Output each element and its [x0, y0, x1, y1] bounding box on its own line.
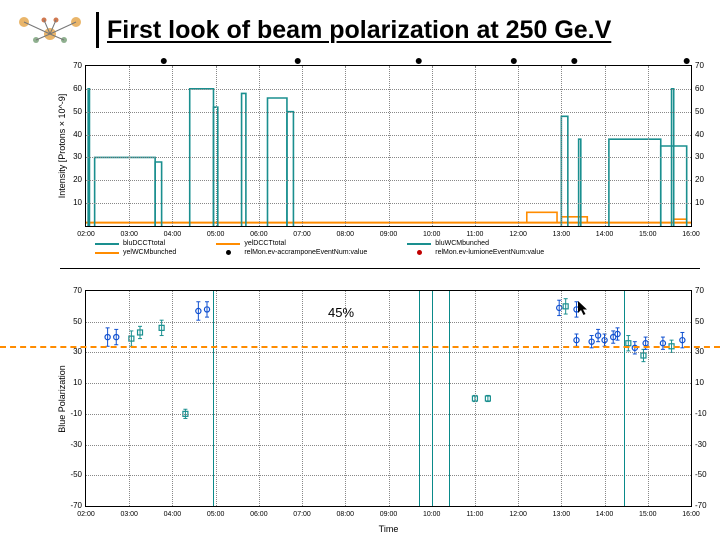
xtick: 11:00	[466, 231, 483, 238]
xtick: 14:00	[596, 231, 614, 238]
intensity-legend: bluDCCTtotal yelWCMbunched yelDCCTtotal rel…	[95, 240, 544, 256]
page-title: First look of beam polarization at 250 G…	[107, 16, 611, 45]
title-row: First look of beam polarization at 250 G…	[10, 8, 710, 52]
legend-item: bluDCCTtotal	[95, 240, 176, 247]
polarization-chart: Blue Polarization Time 02:0003:0004:0005…	[85, 290, 690, 505]
xtick: 15:00	[639, 231, 657, 238]
legend-item: bluWCMbunched	[407, 240, 544, 247]
intensity-plot-area: Intensity [Protons × 10^-9] 02:0003:0004…	[85, 65, 692, 227]
cursor-icon	[578, 301, 590, 317]
logo-icon	[10, 12, 90, 48]
xtick: 02:00	[77, 231, 95, 238]
slide-root: First look of beam polarization at 250 G…	[0, 0, 720, 540]
legend-item: relMon.ev-lumioneEventNum:value	[407, 249, 544, 256]
annotation-45pct: 45%	[328, 305, 354, 320]
xtick: 05:00	[207, 231, 225, 238]
xtick: 03:00	[120, 231, 138, 238]
intensity-ylabel: Intensity [Protons × 10^-9]	[57, 94, 67, 199]
title-divider	[96, 12, 99, 48]
xtick: 16:00	[682, 231, 700, 238]
xtick: 06:00	[250, 231, 268, 238]
intensity-chart: Intensity [Protons × 10^-9] 02:0003:0004…	[85, 65, 690, 225]
xtick: 12:00	[509, 231, 527, 238]
xtick: 07:00	[293, 231, 311, 238]
xtick: 13:00	[553, 231, 571, 238]
polarization-plot-area: Blue Polarization Time 02:0003:0004:0005…	[85, 290, 692, 507]
polarization-xlabel: Time	[379, 524, 399, 534]
xtick: 10:00	[423, 231, 441, 238]
xtick: 04:00	[164, 231, 182, 238]
xtick: 09:00	[380, 231, 398, 238]
legend-item: yelWCMbunched	[95, 249, 176, 256]
legend-item: relMon.ev-accramponeEventNum:value	[216, 249, 367, 256]
xtick: 08:00	[337, 231, 355, 238]
guide-45pct-line	[0, 346, 720, 348]
polarization-ylabel: Blue Polarization	[57, 365, 67, 433]
chart-divider	[60, 268, 700, 269]
legend-item: yelDCCTtotal	[216, 240, 367, 247]
